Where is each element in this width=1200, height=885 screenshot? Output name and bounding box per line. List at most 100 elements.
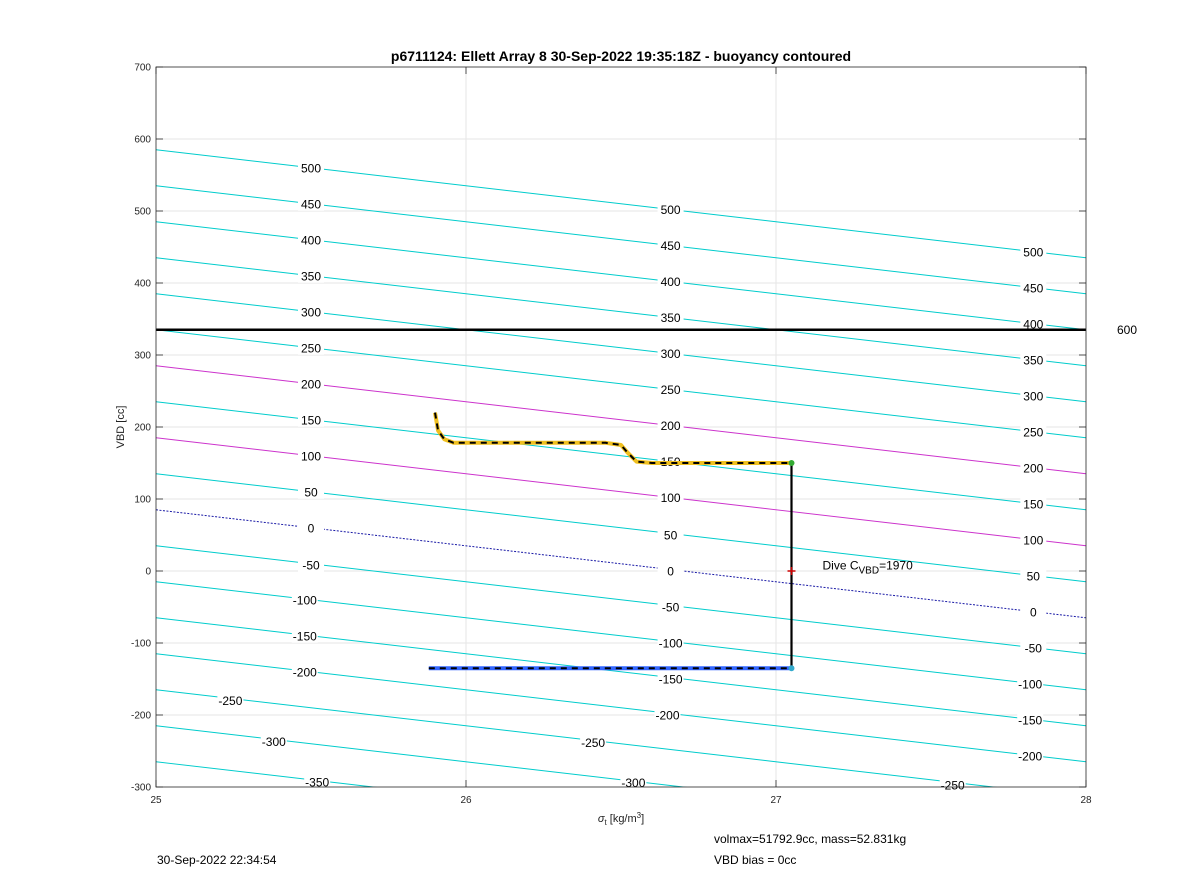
contour-label: -150 (1018, 714, 1042, 728)
contour-label-bg (1020, 497, 1047, 512)
contour-label-bg (1017, 677, 1044, 692)
contour-label: 350 (301, 269, 321, 283)
contour-label-bg (291, 592, 318, 607)
contour-label-bg (657, 600, 684, 614)
contour-label-bg (657, 490, 684, 505)
contour-label-bg (298, 340, 324, 355)
contour-label: -250 (581, 736, 605, 750)
contour-label-bg (1020, 389, 1047, 404)
annotation-tail: =1970 (879, 559, 913, 573)
contour-label-bg (298, 232, 324, 247)
contour-label: 200 (661, 419, 681, 433)
contour-label: 200 (1023, 462, 1043, 476)
contour-label: 400 (301, 233, 321, 247)
contour-label-bg (1020, 425, 1047, 440)
contour-label-bg (657, 382, 684, 397)
contour-label-bg (217, 693, 244, 708)
contour-label: -250 (941, 778, 965, 792)
data-marker (788, 665, 795, 672)
contour-label: -100 (293, 593, 317, 607)
contour-label-bg (657, 310, 684, 325)
contour-label: -300 (621, 776, 645, 790)
footer-timestamp: 30-Sep-2022 22:34:54 (157, 853, 277, 867)
contour-label-bg (1020, 281, 1047, 296)
y-tick-label: -300 (131, 783, 151, 794)
contour-label-bg (657, 672, 684, 686)
contour-label: 450 (661, 239, 681, 253)
footer-volmax: volmax=51792.9cc, mass=52.831kg (714, 832, 907, 846)
contour-label: 350 (1023, 354, 1043, 368)
contour-label-bg (620, 775, 647, 790)
contour-label-bg (298, 196, 324, 211)
contour-label: 500 (661, 203, 681, 217)
contour-labels: 500450400350300250200150100500-50-100-15… (217, 160, 1047, 792)
contour-label: 50 (304, 485, 318, 499)
contour-label-bg (298, 558, 324, 573)
contour-label-bg (298, 160, 324, 175)
contour-label: 150 (1023, 498, 1043, 512)
contour-label: 500 (301, 161, 321, 175)
series-line-dashed (434, 412, 792, 464)
contour-label: -50 (1025, 642, 1043, 656)
contour-label: 300 (301, 305, 321, 319)
contour-label: -300 (262, 735, 286, 749)
contour-label: 450 (1023, 282, 1043, 296)
y-tick-label: 700 (134, 63, 151, 74)
contour-label: 100 (301, 449, 321, 463)
y-tick-label: -200 (131, 711, 151, 722)
contour-label-bg (298, 304, 324, 319)
data-marker (788, 460, 795, 466)
contour-label-bg (657, 636, 684, 650)
contour-label-bg (1020, 641, 1047, 656)
dive-cvbd-annotation: Dive CVBD=1970 (823, 559, 914, 577)
contour-label-bg (657, 564, 684, 578)
x-tick-label: 25 (150, 795, 162, 806)
contour-label-bg (1017, 713, 1044, 728)
contour-label-bg (1020, 605, 1047, 620)
footer-vbd-bias: VBD bias = 0cc (714, 853, 797, 867)
y-tick-label: 600 (134, 135, 151, 146)
contour-label: -150 (659, 673, 683, 687)
contour-label-bg (298, 448, 324, 463)
annotation-main: Dive C (823, 559, 859, 573)
contour-label: 300 (1023, 390, 1043, 404)
contour-label: 50 (664, 529, 678, 543)
contour-label-bg (657, 528, 684, 542)
contour-label-bg (291, 628, 318, 643)
contour-label: -200 (1018, 750, 1042, 764)
contour-label: 0 (308, 521, 315, 535)
y-tick-label: 100 (134, 495, 151, 506)
series-layer (428, 412, 793, 671)
contour-label-bg (1020, 461, 1047, 476)
contour-label: 0 (1030, 606, 1037, 620)
contour-label: 50 (1027, 570, 1041, 584)
contour-label-bg (291, 664, 318, 679)
annotation-subscript: VBD (859, 566, 880, 577)
y-tick-label: -100 (131, 639, 151, 650)
x-tick-label: 28 (1080, 795, 1092, 806)
contour-label-bg (657, 238, 684, 253)
contour-label-bg (1017, 749, 1044, 764)
contour-label: -250 (218, 694, 242, 708)
contour-label-bg (1020, 353, 1047, 368)
contour-label-bg (298, 484, 324, 499)
grid (156, 67, 1086, 787)
contour-label: 200 (301, 377, 321, 391)
contour-label-bg (304, 774, 331, 789)
x-tick-label: 27 (770, 795, 782, 806)
contour-label-bg (657, 202, 684, 217)
contour-line (156, 689, 998, 787)
contour-label-bg (939, 777, 966, 792)
x-axis-label: σt [kg/m3] (598, 811, 644, 827)
contour-label-bg (260, 734, 287, 749)
contour-label: -100 (659, 637, 683, 651)
contour-label-bg (298, 520, 324, 535)
marker-layer (787, 460, 796, 672)
contour-label-bg (657, 274, 684, 289)
reference-line-label: 600 (1117, 323, 1137, 337)
contour-label-bg (1020, 317, 1047, 332)
contour-label: -100 (1018, 678, 1042, 692)
contour-label-bg (657, 418, 684, 433)
contour-label: -50 (662, 601, 680, 615)
contour-label-bg (298, 412, 324, 427)
